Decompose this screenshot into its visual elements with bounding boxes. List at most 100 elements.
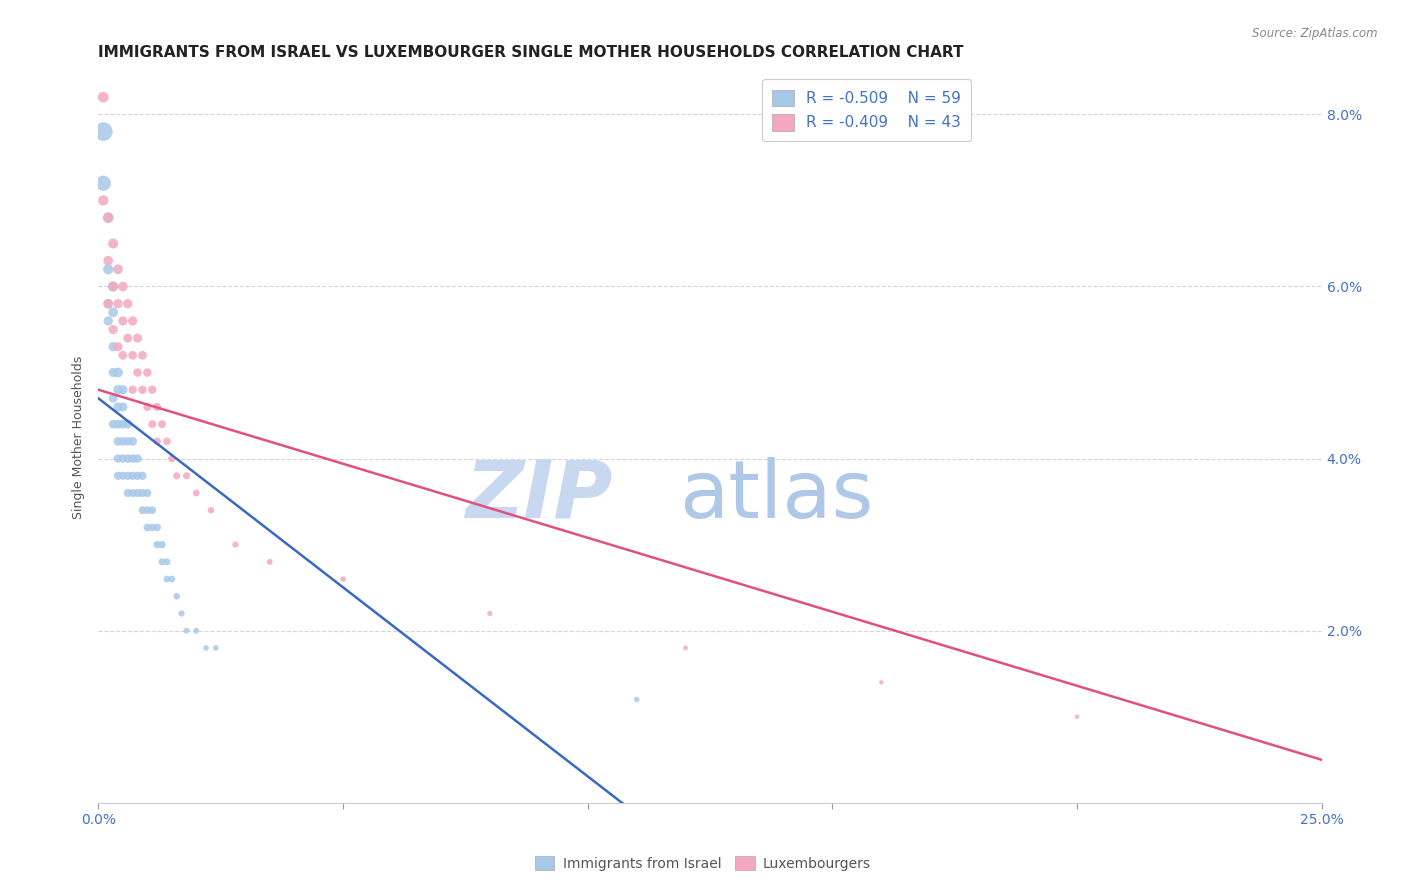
- Point: [111, 314, 134, 328]
- Point: [111, 400, 134, 414]
- Point: [870, 675, 893, 690]
- Point: [117, 434, 139, 449]
- Point: [131, 503, 153, 517]
- Point: [107, 340, 129, 354]
- Point: [117, 417, 139, 432]
- Point: [186, 486, 208, 500]
- Point: [626, 692, 648, 706]
- Point: [141, 520, 163, 534]
- Point: [176, 624, 198, 638]
- Point: [136, 400, 159, 414]
- Point: [117, 468, 139, 483]
- Point: [127, 331, 149, 345]
- Legend: R = -0.509    N = 59, R = -0.409    N = 43: R = -0.509 N = 59, R = -0.409 N = 43: [762, 79, 972, 141]
- Point: [146, 520, 169, 534]
- Point: [91, 90, 114, 104]
- Point: [117, 451, 139, 466]
- Point: [121, 486, 143, 500]
- Point: [127, 366, 149, 380]
- Point: [101, 322, 124, 336]
- Point: [1066, 710, 1088, 724]
- Point: [141, 383, 163, 397]
- Point: [91, 176, 114, 190]
- Point: [117, 331, 139, 345]
- Point: [121, 468, 143, 483]
- Point: [146, 400, 169, 414]
- Point: [107, 296, 129, 310]
- Point: [107, 262, 129, 277]
- Point: [150, 417, 173, 432]
- Point: [136, 486, 159, 500]
- Point: [150, 538, 173, 552]
- Point: [146, 538, 169, 552]
- Point: [101, 279, 124, 293]
- Point: [176, 468, 198, 483]
- Point: [107, 451, 129, 466]
- Point: [156, 572, 179, 586]
- Point: [121, 314, 143, 328]
- Point: [107, 434, 129, 449]
- Point: [259, 555, 281, 569]
- Point: [141, 417, 163, 432]
- Point: [107, 366, 129, 380]
- Point: [107, 417, 129, 432]
- Point: [97, 296, 120, 310]
- Point: [675, 640, 697, 655]
- Point: [117, 486, 139, 500]
- Point: [478, 607, 501, 621]
- Point: [200, 503, 222, 517]
- Point: [91, 125, 114, 139]
- Point: [97, 253, 120, 268]
- Point: [117, 296, 139, 310]
- Point: [111, 434, 134, 449]
- Point: [101, 366, 124, 380]
- Point: [332, 572, 354, 586]
- Point: [150, 555, 173, 569]
- Point: [131, 468, 153, 483]
- Point: [136, 520, 159, 534]
- Point: [146, 434, 169, 449]
- Point: [156, 555, 179, 569]
- Point: [107, 400, 129, 414]
- Point: [136, 366, 159, 380]
- Point: [127, 468, 149, 483]
- Point: [101, 417, 124, 432]
- Point: [156, 434, 179, 449]
- Point: [111, 468, 134, 483]
- Point: [127, 486, 149, 500]
- Point: [97, 314, 120, 328]
- Text: IMMIGRANTS FROM ISRAEL VS LUXEMBOURGER SINGLE MOTHER HOUSEHOLDS CORRELATION CHAR: IMMIGRANTS FROM ISRAEL VS LUXEMBOURGER S…: [98, 45, 965, 60]
- Point: [101, 340, 124, 354]
- Point: [111, 451, 134, 466]
- Legend: Immigrants from Israel, Luxembourgers: Immigrants from Israel, Luxembourgers: [530, 850, 876, 876]
- Point: [97, 262, 120, 277]
- Point: [101, 392, 124, 406]
- Point: [166, 468, 188, 483]
- Point: [97, 211, 120, 225]
- Text: ZIP: ZIP: [465, 457, 613, 534]
- Point: [131, 348, 153, 362]
- Y-axis label: Single Mother Households: Single Mother Households: [72, 355, 86, 519]
- Point: [97, 211, 120, 225]
- Point: [186, 624, 208, 638]
- Text: atlas: atlas: [679, 457, 873, 534]
- Point: [121, 348, 143, 362]
- Point: [160, 572, 183, 586]
- Point: [111, 417, 134, 432]
- Point: [141, 503, 163, 517]
- Point: [166, 589, 188, 603]
- Point: [97, 296, 120, 310]
- Point: [205, 640, 228, 655]
- Point: [160, 451, 183, 466]
- Point: [131, 383, 153, 397]
- Point: [131, 486, 153, 500]
- Point: [224, 538, 246, 552]
- Point: [111, 348, 134, 362]
- Point: [121, 451, 143, 466]
- Point: [136, 503, 159, 517]
- Point: [91, 194, 114, 208]
- Point: [111, 383, 134, 397]
- Point: [121, 383, 143, 397]
- Point: [107, 468, 129, 483]
- Point: [101, 236, 124, 251]
